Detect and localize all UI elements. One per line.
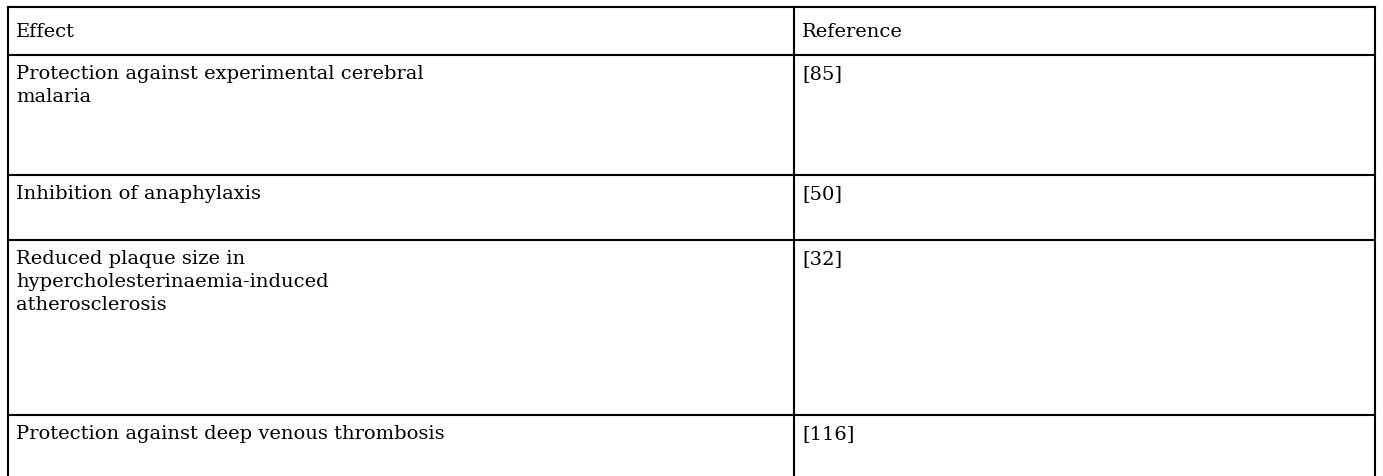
Text: [32]: [32] <box>802 249 842 268</box>
Text: [50]: [50] <box>802 185 842 203</box>
Text: Reference: Reference <box>802 23 903 41</box>
Text: [85]: [85] <box>802 65 842 83</box>
Text: Protection against deep venous thrombosis: Protection against deep venous thrombosi… <box>17 424 444 442</box>
Text: Reduced plaque size in
hypercholesterinaemia-induced
atherosclerosis: Reduced plaque size in hypercholesterina… <box>17 249 329 313</box>
Text: [116]: [116] <box>802 424 855 442</box>
Text: Protection against experimental cerebral
malaria: Protection against experimental cerebral… <box>17 65 423 106</box>
Text: Effect: Effect <box>17 23 75 41</box>
Text: Inhibition of anaphylaxis: Inhibition of anaphylaxis <box>17 185 261 203</box>
